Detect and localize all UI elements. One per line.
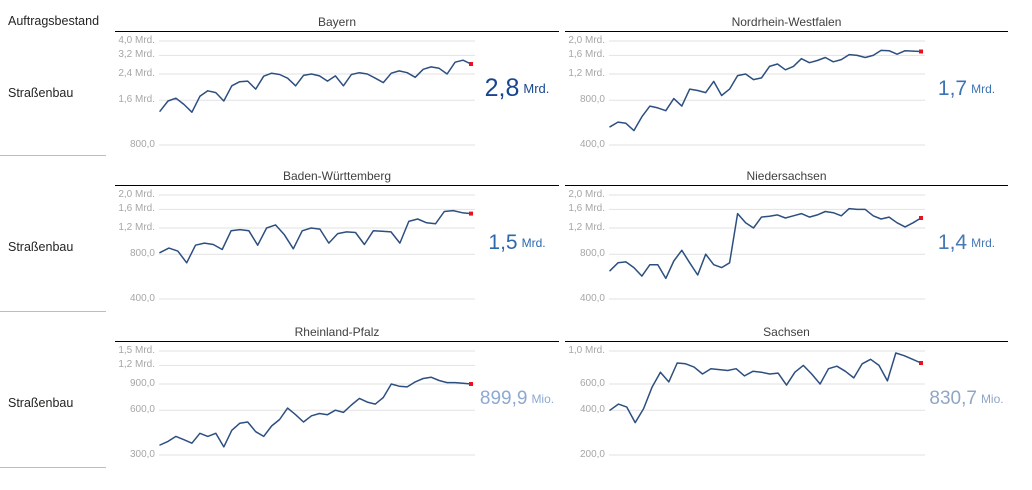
chart-title: Rheinland-Pfalz bbox=[115, 324, 559, 342]
y-axis-tick-label: 300,0 bbox=[129, 449, 155, 460]
line-chart bbox=[609, 40, 925, 146]
y-axis-tick-label: 1,2 Mrd. bbox=[118, 222, 155, 233]
y-axis-tick-label: 1,6 Mrd. bbox=[118, 94, 155, 106]
callout-value: 1,5 bbox=[488, 230, 518, 254]
line-chart bbox=[159, 40, 475, 146]
y-axis-tick-label: 400,0 bbox=[129, 293, 155, 304]
chart-title: Sachsen bbox=[565, 324, 1008, 342]
y-axis: 1,5 Mrd. 1,2 Mrd. 900,0 600,0 300,0 bbox=[115, 342, 159, 465]
y-axis: 2,0 Mrd. 1,6 Mrd. 1,2 Mrd. 800,0 400,0 bbox=[565, 186, 609, 309]
row-label-strassenbau-1: Straßenbau bbox=[8, 86, 74, 100]
y-axis-tick-label: 800,0 bbox=[579, 94, 605, 106]
y-axis: 4,0 Mrd. 3,2 Mrd. 2,4 Mrd. 1,6 Mrd. 800,0 bbox=[115, 32, 159, 155]
chart-title: Baden-Württemberg bbox=[115, 168, 559, 186]
row-label-strassenbau-3: Straßenbau bbox=[8, 396, 74, 410]
y-axis-tick-label: 900,0 bbox=[129, 378, 155, 389]
line-chart bbox=[159, 194, 475, 300]
callout-value: 2,8 bbox=[484, 74, 520, 102]
row-separator bbox=[0, 155, 106, 156]
latest-value-callout: 899,9 Mio. bbox=[475, 342, 559, 465]
row-label-strassenbau-2: Straßenbau bbox=[8, 240, 74, 254]
sidebar-row-1: Auftragsbestand Straßenbau bbox=[0, 0, 115, 156]
chart-bayern[interactable]: Bayern 4,0 Mrd. 3,2 Mrd. 2,4 Mrd. 1,6 Mrd. 8… bbox=[115, 0, 559, 156]
y-axis-tick-label: 2,0 Mrd. bbox=[568, 35, 605, 46]
latest-value-callout: 1,7 Mrd. bbox=[925, 32, 1008, 155]
y-axis-tick-label: 2,4 Mrd. bbox=[118, 68, 155, 79]
callout-unit: Mio. bbox=[980, 391, 1004, 406]
callout-value: 830,7 bbox=[929, 387, 977, 409]
y-axis-tick-label: 4,0 Mrd. bbox=[118, 35, 155, 46]
y-axis-tick-label: 1,6 Mrd. bbox=[568, 203, 605, 215]
latest-value-callout: 830,7 Mio. bbox=[925, 342, 1008, 465]
chart-sachsen[interactable]: Sachsen 1,0 Mrd. 600,0 400,0 200,0 830,7 Mi… bbox=[565, 312, 1008, 468]
y-axis-tick-label: 600,0 bbox=[129, 404, 155, 416]
y-axis-tick-label: 1,2 Mrd. bbox=[118, 359, 155, 371]
latest-value-callout: 2,8 Mrd. bbox=[475, 32, 559, 155]
y-axis-tick-label: 400,0 bbox=[579, 404, 605, 416]
chart-baden-wuerttemberg[interactable]: Baden-Württemberg 2,0 Mrd. 1,6 Mrd. 1,2 Mr… bbox=[115, 156, 559, 312]
sidebar-row-3: Straßenbau bbox=[0, 312, 115, 468]
latest-value-callout: 1,5 Mrd. bbox=[475, 186, 559, 309]
chart-title: Bayern bbox=[115, 14, 559, 32]
chart-rheinland-pfalz[interactable]: Rheinland-Pfalz 1,5 Mrd. 1,2 Mrd. 900,0 600… bbox=[115, 312, 559, 468]
y-axis-tick-label: 1,0 Mrd. bbox=[568, 345, 605, 356]
y-axis-tick-label: 1,2 Mrd. bbox=[568, 68, 605, 79]
chart-title: Nordrhein-Westfalen bbox=[565, 14, 1008, 32]
y-axis-tick-label: 600,0 bbox=[579, 378, 605, 389]
callout-unit: Mrd. bbox=[971, 235, 996, 250]
callout-unit: Mrd. bbox=[971, 81, 996, 96]
line-chart bbox=[609, 194, 925, 300]
small-multiples-grid: Bayern 4,0 Mrd. 3,2 Mrd. 2,4 Mrd. 1,6 Mrd. 8… bbox=[115, 0, 1032, 490]
chart-title: Niedersachsen bbox=[565, 168, 1008, 186]
y-axis-tick-label: 3,2 Mrd. bbox=[118, 49, 155, 61]
line-chart bbox=[159, 350, 475, 456]
row-separator bbox=[0, 467, 106, 468]
callout-value: 899,9 bbox=[479, 387, 528, 409]
y-axis: 2,0 Mrd. 1,6 Mrd. 1,2 Mrd. 800,0 400,0 bbox=[565, 32, 609, 155]
callout-unit: Mrd. bbox=[521, 235, 546, 250]
line-chart bbox=[609, 350, 925, 456]
callout-value: 1,7 bbox=[937, 76, 968, 100]
latest-value-callout: 1,4 Mrd. bbox=[925, 186, 1008, 309]
y-axis-tick-label: 800,0 bbox=[579, 248, 605, 260]
y-axis-tick-label: 1,6 Mrd. bbox=[118, 203, 155, 215]
y-axis-tick-label: 2,0 Mrd. bbox=[568, 189, 605, 200]
y-axis-tick-label: 200,0 bbox=[579, 449, 605, 460]
y-axis-tick-label: 800,0 bbox=[129, 248, 155, 260]
callout-unit: Mio. bbox=[531, 391, 555, 406]
y-axis-tick-label: 2,0 Mrd. bbox=[118, 189, 155, 200]
row-header-column: Auftragsbestand Straßenbau Straßenbau St… bbox=[0, 0, 115, 490]
sidebar-row-2: Straßenbau bbox=[0, 156, 115, 312]
callout-value: 1,4 bbox=[937, 230, 968, 254]
callout-unit: Mrd. bbox=[523, 81, 550, 96]
chart-nordrhein-westfalen[interactable]: Nordrhein-Westfalen 2,0 Mrd. 1,6 Mrd. 1,2 … bbox=[565, 0, 1008, 156]
y-axis-tick-label: 1,2 Mrd. bbox=[568, 222, 605, 233]
y-axis: 1,0 Mrd. 600,0 400,0 200,0 bbox=[565, 342, 609, 465]
chart-niedersachsen[interactable]: Niedersachsen 2,0 Mrd. 1,6 Mrd. 1,2 Mrd. 80… bbox=[565, 156, 1008, 312]
y-axis-tick-label: 400,0 bbox=[579, 293, 605, 304]
y-axis-tick-label: 1,5 Mrd. bbox=[118, 345, 155, 356]
y-axis-tick-label: 1,6 Mrd. bbox=[568, 49, 605, 61]
row-separator bbox=[0, 311, 106, 312]
y-axis-tick-label: 800,0 bbox=[129, 139, 155, 150]
measure-title: Auftragsbestand bbox=[8, 14, 100, 28]
y-axis: 2,0 Mrd. 1,6 Mrd. 1,2 Mrd. 800,0 400,0 bbox=[115, 186, 159, 309]
y-axis-tick-label: 400,0 bbox=[579, 139, 605, 150]
